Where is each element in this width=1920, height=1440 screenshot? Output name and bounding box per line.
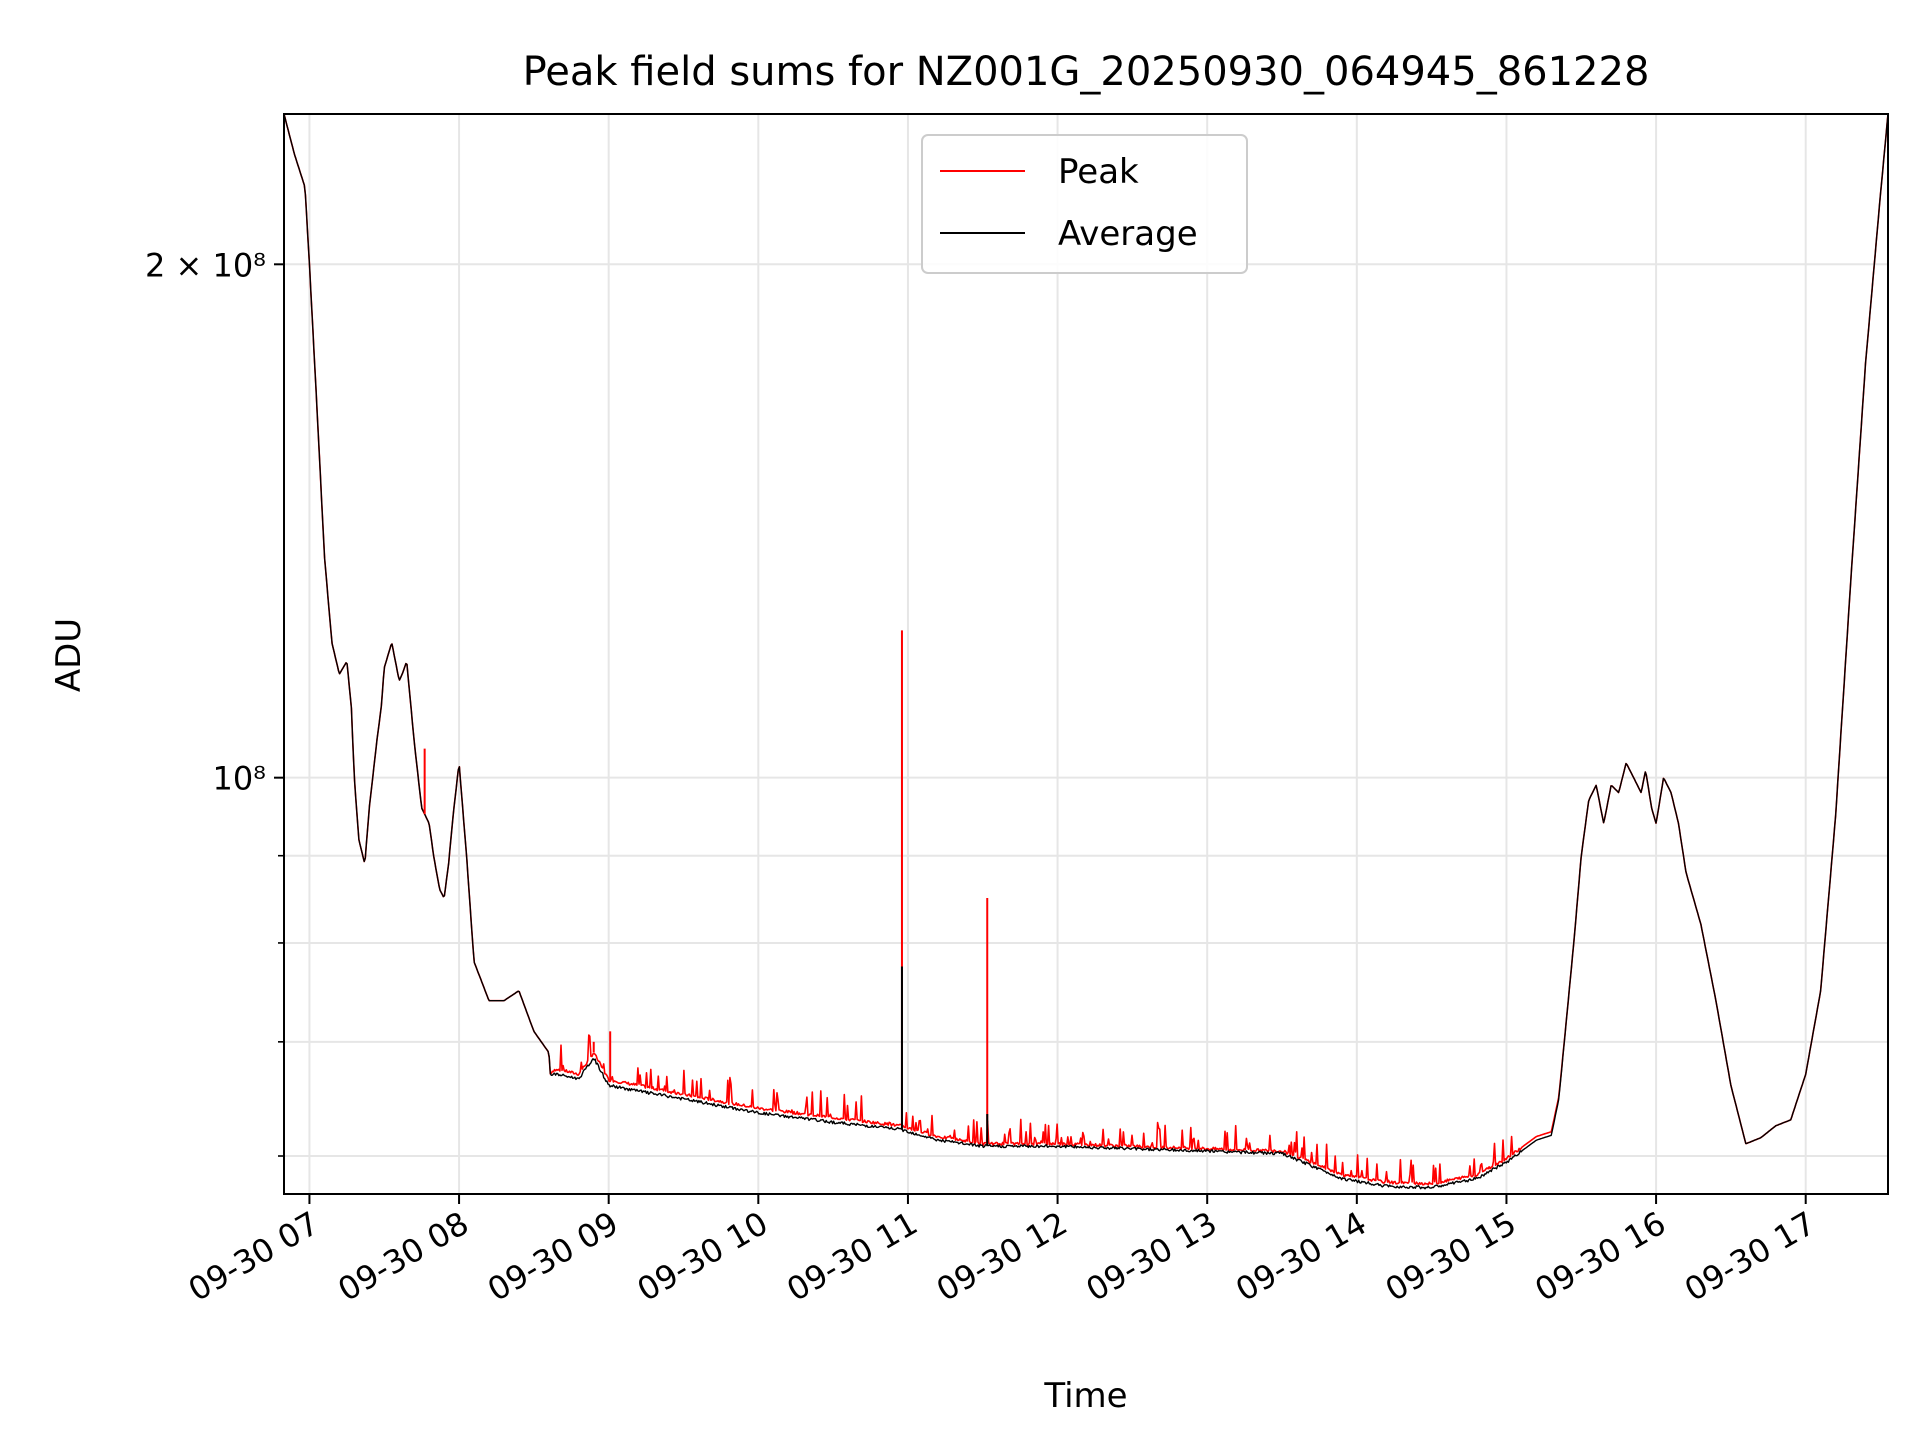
x-axis-label: Time bbox=[1043, 1376, 1127, 1416]
legend-box bbox=[921, 134, 1248, 274]
legend-peak-label: Peak bbox=[1058, 152, 1139, 192]
y-axis-label: ADU bbox=[49, 618, 89, 692]
grid bbox=[284, 114, 1888, 1194]
y-tick-label: 2 × 10⁸ bbox=[145, 246, 266, 284]
plot-area bbox=[283, 113, 1889, 1190]
legend: Peak Average bbox=[921, 134, 1248, 274]
axes-frame bbox=[283, 113, 1889, 1195]
chart-title: Peak field sums for NZ001G_20250930_0649… bbox=[523, 49, 1650, 95]
legend-average-label: Average bbox=[1058, 214, 1198, 254]
y-tick-label: 10⁸ bbox=[212, 760, 266, 798]
y-axis: 2 × 10⁸ 10⁸ bbox=[145, 246, 284, 1157]
series-line-average bbox=[283, 113, 1889, 1190]
